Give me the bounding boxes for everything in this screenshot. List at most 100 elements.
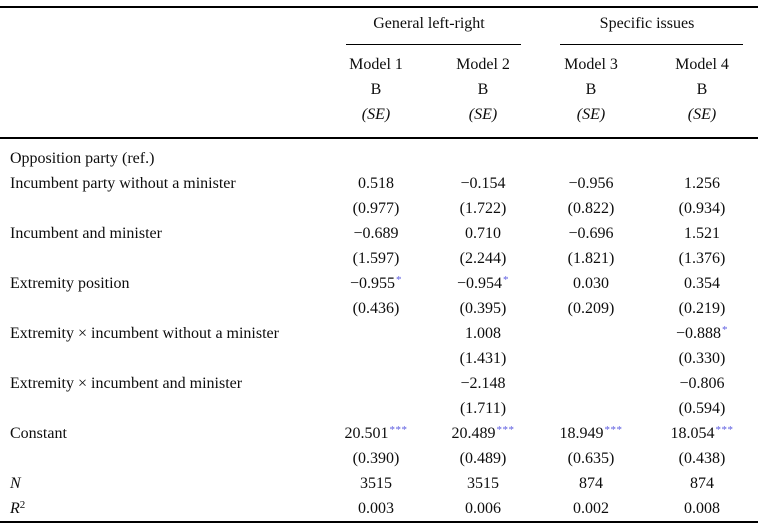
model-name-cell: Model 1 — [349, 56, 403, 73]
row-label: R2 — [10, 499, 26, 517]
model-name-cell: Model 3 — [564, 56, 618, 73]
coef-header-cell: B — [477, 81, 489, 98]
cell-value: 0.710 — [465, 225, 501, 242]
cell-value: −0.696 — [568, 225, 613, 242]
table-row-se: (1.711) (0.594) — [0, 396, 758, 421]
cell-value: 20.501*** — [344, 424, 408, 442]
model-name-row: Model 1 Model 2 Model 3 Model 4 — [0, 53, 758, 77]
bottom-rule — [0, 521, 758, 523]
model-name-cell: Model 2 — [456, 56, 510, 73]
col-group-label: Specific issues — [599, 15, 695, 32]
value-text: 3515 — [467, 475, 499, 492]
significance-stars: *** — [496, 424, 515, 436]
cell-value: 1.521 — [684, 225, 720, 242]
col-group-general-left-right: General left-right — [322, 8, 536, 45]
significance-stars: * — [503, 274, 510, 286]
value-text: −0.154 — [460, 175, 506, 192]
coef-cell — [322, 321, 430, 348]
coef-cell: 1.521 — [646, 221, 758, 246]
table-row: Constant 20.501*** 20.489*** 18.949*** 18.05… — [0, 421, 758, 446]
coef-cell: 1.008 — [430, 321, 536, 348]
se-cell: (0.438) — [678, 450, 726, 467]
se-cell: (0.330) — [678, 350, 726, 367]
model-header: Model 1 Model 2 Model 3 Model 4 B B B B (SE) (SE)… — [0, 45, 758, 127]
cell-value: −0.689 — [353, 225, 398, 242]
coef-cell: 0.006 — [430, 496, 536, 523]
significance-stars: * — [722, 324, 729, 336]
cell-value: −2.148 — [460, 375, 505, 392]
row-label: N — [10, 475, 21, 492]
value-text: 0.710 — [465, 225, 501, 242]
se-cell: (0.390) — [352, 450, 400, 467]
value-text: 20.501 — [344, 425, 389, 442]
cell-value: 0.003 — [358, 500, 394, 517]
value-text: −2.148 — [460, 375, 506, 392]
coef-cell: 0.518 — [322, 171, 430, 196]
cell-value: 874 — [690, 475, 714, 492]
cell-value: 3515 — [360, 475, 392, 492]
col-group-underline — [346, 43, 521, 45]
se-cell: (1.376) — [678, 250, 726, 267]
table-row: Incumbent and minister −0.689 0.710 −0.696 1… — [0, 221, 758, 246]
value-text: −0.954 — [456, 275, 503, 292]
value-text: 0.030 — [573, 275, 609, 292]
cell-value: 1.256 — [684, 175, 720, 192]
se-cell: (0.934) — [678, 200, 726, 217]
header-spacer-cell — [0, 77, 322, 102]
value-text: 3515 — [360, 475, 392, 492]
se-cell: (0.635) — [567, 450, 615, 467]
cell-value: 0.006 — [465, 500, 501, 517]
coef-cell — [430, 146, 536, 171]
se-cell: (0.822) — [567, 200, 615, 217]
coef-header-cell: B — [370, 81, 382, 98]
se-cell — [322, 346, 430, 371]
table-body: Opposition party (ref.) Incumbent party w… — [0, 139, 758, 521]
table-row-se: (0.977) (1.722) (0.822) (0.934) — [0, 196, 758, 221]
table-row-se: (1.597) (2.244) (1.821) (1.376) — [0, 246, 758, 271]
se-cell: (0.219) — [678, 300, 726, 317]
row-label: Incumbent party without a minister — [10, 175, 236, 192]
table-row: R2 0.003 0.006 0.002 0.008 — [0, 496, 758, 521]
row-label-spacer — [0, 396, 322, 421]
row-label: Extremity × incumbent and minister — [10, 375, 243, 392]
coef-cell: −2.148 — [430, 371, 536, 396]
cell-value: −0.955* — [349, 274, 402, 292]
row-label-spacer — [0, 246, 322, 271]
cell-value: 3515 — [467, 475, 499, 492]
table-row-se: (1.431) (0.330) — [0, 346, 758, 371]
coef-cell — [646, 146, 758, 171]
cell-value: 0.030 — [573, 275, 609, 292]
col-group-label: General left-right — [373, 15, 485, 32]
coef-cell: −0.956 — [536, 171, 646, 196]
spanner-spacer — [0, 8, 322, 45]
table-row: Extremity position −0.955* −0.954* 0.030 0.3… — [0, 271, 758, 296]
table-row-se: (0.390) (0.489) (0.635) (0.438) — [0, 446, 758, 471]
row-label-spacer — [0, 196, 322, 221]
cell-value: −0.888* — [676, 324, 729, 342]
se-cell — [322, 396, 430, 421]
value-text: 18.054 — [670, 425, 715, 442]
table-row: Incumbent party without a minister 0.518 −… — [0, 171, 758, 196]
row-label: Constant — [10, 425, 67, 442]
coef-cell: 0.003 — [322, 496, 430, 523]
value-text: −0.956 — [568, 175, 614, 192]
se-cell: (0.489) — [459, 450, 507, 467]
coef-cell: 0.354 — [646, 271, 758, 298]
col-group-specific-issues: Specific issues — [536, 8, 758, 45]
cell-value: 0.354 — [684, 275, 720, 292]
coef-cell — [322, 146, 430, 171]
se-cell — [536, 396, 646, 421]
header-spacer-cell — [0, 102, 322, 127]
coef-cell: −0.888* — [646, 321, 758, 348]
cell-value: 20.489*** — [452, 424, 515, 442]
coef-cell — [536, 146, 646, 171]
value-text: 0.354 — [684, 275, 720, 292]
coef-cell: 3515 — [430, 471, 536, 496]
se-cell: (0.209) — [567, 300, 615, 317]
header-body-divider-rule — [0, 137, 758, 139]
value-text: −0.696 — [568, 225, 614, 242]
value-text: −0.955 — [349, 275, 396, 292]
se-cell: (1.722) — [459, 200, 507, 217]
coef-cell — [536, 371, 646, 396]
